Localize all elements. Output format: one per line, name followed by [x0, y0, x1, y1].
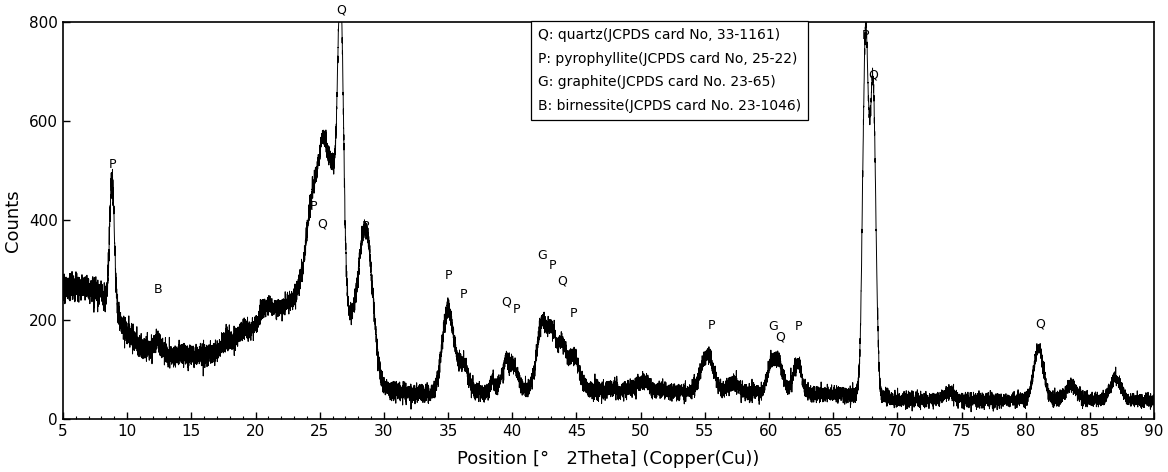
X-axis label: Position [°   2Theta] (Copper(Cu)): Position [° 2Theta] (Copper(Cu)): [458, 450, 759, 468]
Text: Q: Q: [501, 295, 510, 309]
Text: Q: Q: [557, 274, 568, 287]
Text: P: P: [310, 200, 317, 213]
Text: G: G: [769, 320, 778, 334]
Text: P: P: [513, 303, 520, 316]
Text: Q: quartz(JCPDS card No, 33-1161)
P: pyrophyllite(JCPDS card No, 25-22)
G: graph: Q: quartz(JCPDS card No, 33-1161) P: pyr…: [537, 28, 801, 113]
Text: P: P: [460, 288, 467, 301]
Text: Q: Q: [868, 68, 878, 81]
Text: Q: Q: [1035, 318, 1045, 330]
Text: P: P: [444, 270, 452, 282]
Text: Q: Q: [336, 4, 346, 17]
Text: B: B: [154, 283, 162, 296]
Text: Q: Q: [776, 330, 786, 344]
Text: G: G: [537, 250, 547, 262]
Text: P: P: [708, 319, 715, 332]
Text: Q: Q: [318, 217, 327, 230]
Text: P: P: [794, 320, 802, 334]
Y-axis label: Counts: Counts: [5, 189, 22, 252]
Text: P: P: [862, 29, 869, 42]
Text: P: P: [548, 260, 556, 272]
Text: P: P: [362, 219, 370, 233]
Text: P: P: [109, 158, 116, 171]
Text: P: P: [570, 307, 578, 320]
